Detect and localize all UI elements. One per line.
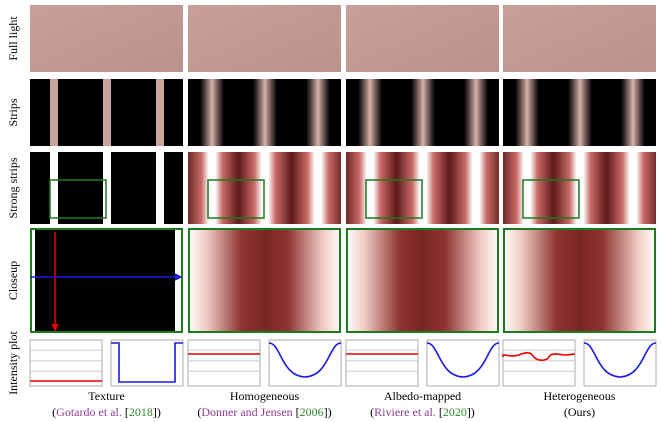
strip bbox=[411, 79, 435, 146]
column-title: Albedo-mapped bbox=[384, 389, 461, 403]
plot-frame bbox=[503, 340, 575, 386]
closeup bbox=[346, 228, 499, 333]
column-citation: (Ours) bbox=[564, 405, 595, 419]
citation-part: [ bbox=[436, 405, 443, 419]
strip bbox=[621, 79, 645, 146]
row-label: Closeup bbox=[6, 261, 20, 300]
strip bbox=[515, 79, 539, 146]
skin bbox=[503, 5, 656, 72]
strip bbox=[306, 79, 330, 146]
strip bbox=[568, 79, 592, 146]
image-cell bbox=[30, 5, 183, 72]
strip bbox=[239, 152, 292, 224]
citation-part: 2020 bbox=[443, 405, 467, 419]
plot-frame bbox=[188, 340, 260, 386]
plot-frame bbox=[111, 340, 183, 386]
row-label: Full light bbox=[6, 16, 20, 61]
strip bbox=[156, 152, 164, 224]
citation-part: 2006 bbox=[300, 405, 324, 419]
closeup bbox=[503, 228, 656, 333]
skin bbox=[346, 5, 499, 72]
column-title: Heterogeneous bbox=[544, 389, 616, 403]
strip bbox=[501, 152, 554, 224]
column-citation: (Donner and Jensen [2006]) bbox=[197, 405, 331, 419]
column-citation: (Gotardo et al. [2018]) bbox=[52, 405, 161, 419]
strip bbox=[607, 152, 660, 224]
citation-part: Gotardo et al. bbox=[56, 405, 122, 419]
image-cell bbox=[344, 152, 503, 224]
image-cell bbox=[188, 228, 341, 333]
citation-part: 2018 bbox=[129, 405, 153, 419]
image-cell bbox=[346, 228, 499, 333]
citation-part: Donner and Jensen bbox=[201, 405, 292, 419]
strip bbox=[103, 152, 111, 224]
strip bbox=[186, 152, 239, 224]
image-cell bbox=[503, 79, 656, 146]
citation-part: [ bbox=[293, 405, 300, 419]
citation-part: ]) bbox=[153, 405, 161, 419]
strip bbox=[397, 152, 450, 224]
column-title: Texture bbox=[88, 389, 124, 403]
image-cell bbox=[30, 228, 183, 333]
plot-frame bbox=[346, 340, 418, 386]
plot-frame bbox=[427, 340, 499, 386]
citation-part: ]) bbox=[324, 405, 332, 419]
column-citation: (Riviere et al. [2020]) bbox=[370, 405, 475, 419]
skin bbox=[30, 5, 183, 72]
strip bbox=[50, 152, 58, 224]
plot-frame bbox=[584, 340, 656, 386]
plot-frame bbox=[269, 340, 341, 386]
strip bbox=[344, 152, 397, 224]
plot-frame bbox=[30, 340, 102, 386]
closeup bbox=[188, 228, 341, 333]
strip bbox=[358, 79, 382, 146]
image-cell bbox=[188, 5, 341, 72]
strip bbox=[554, 152, 607, 224]
image-cell bbox=[501, 152, 660, 224]
image-cell bbox=[188, 79, 341, 146]
bg bbox=[30, 228, 183, 333]
citation-part: ]) bbox=[467, 405, 475, 419]
citation-part: (Ours) bbox=[564, 405, 595, 419]
row-label: Strips bbox=[6, 98, 20, 126]
strip bbox=[200, 79, 224, 146]
strip bbox=[253, 79, 277, 146]
image-cell bbox=[503, 5, 656, 72]
image-cell bbox=[30, 152, 183, 224]
strip bbox=[464, 79, 488, 146]
strip bbox=[103, 79, 111, 146]
image-cell bbox=[30, 79, 183, 146]
skin bbox=[188, 5, 341, 72]
column-title: Homogeneous bbox=[230, 389, 300, 403]
row-label: Strong strips bbox=[6, 157, 20, 218]
citation-part: Riviere et al. bbox=[374, 405, 436, 419]
strip bbox=[50, 79, 58, 146]
strip bbox=[292, 152, 345, 224]
strip bbox=[156, 79, 164, 146]
image-cell bbox=[346, 79, 499, 146]
row-label: Intensity plot bbox=[6, 331, 20, 395]
citation-part: [ bbox=[122, 405, 129, 419]
image-cell bbox=[186, 152, 345, 224]
figure: Full light Strips Strong strips Closeup Inte… bbox=[0, 0, 661, 422]
image-cell bbox=[346, 5, 499, 72]
image-cell bbox=[503, 228, 656, 333]
strip bbox=[450, 152, 503, 224]
